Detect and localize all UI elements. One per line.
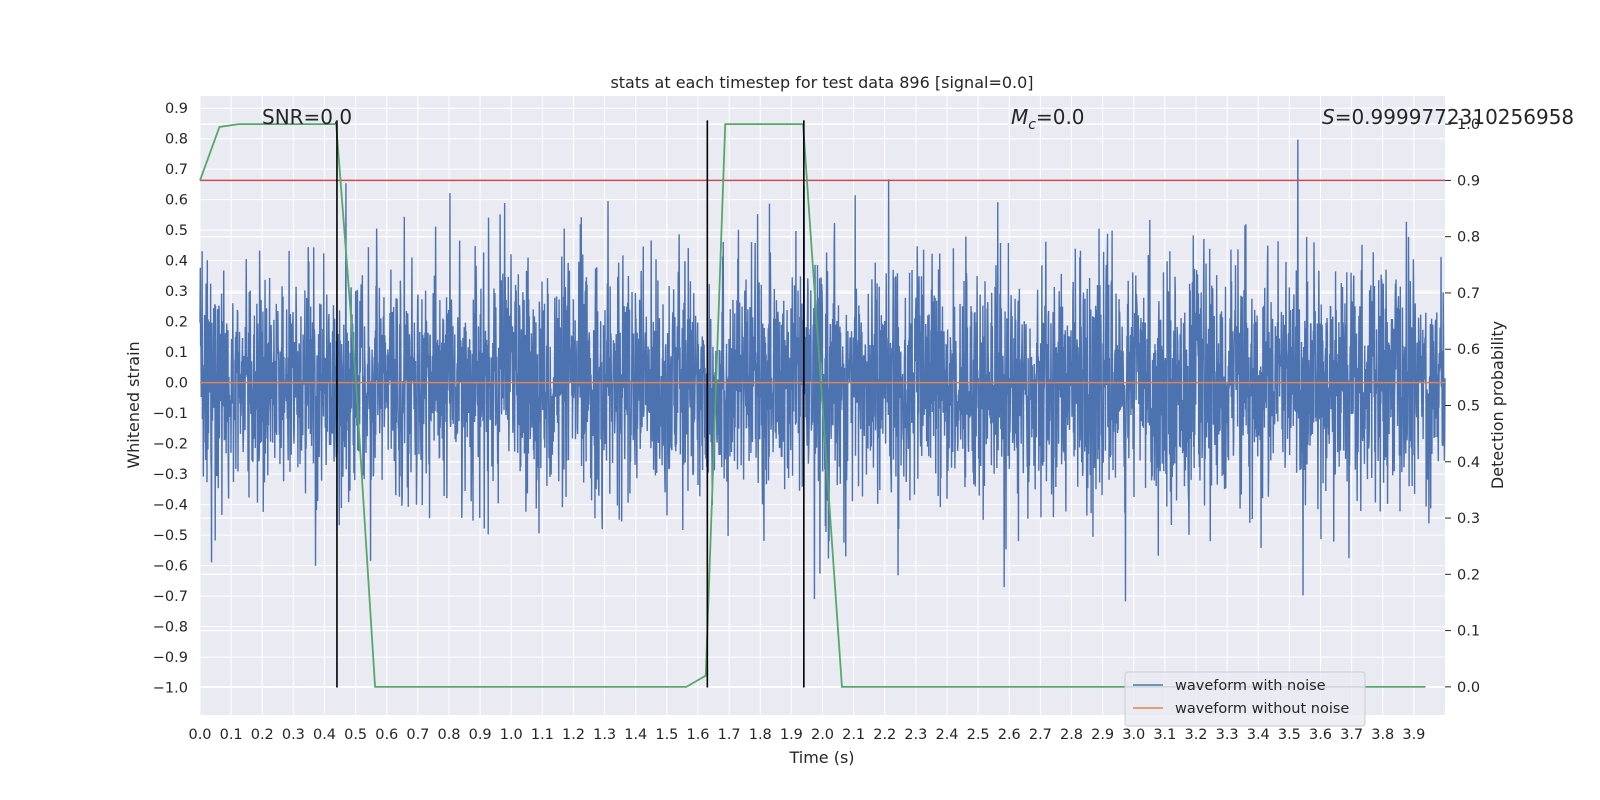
y-tick-label: 0.4 [165,254,188,270]
right-y-axis-label: Detection probability [1488,321,1507,489]
y-tick-label: −0.7 [153,589,188,605]
x-tick-label: 0.2 [251,727,274,743]
x-tick-label: 2.6 [998,727,1021,743]
right-y-tick-label: 0.4 [1457,455,1480,471]
right-y-tick-label: 0.2 [1457,567,1480,583]
y-tick-label: −0.2 [153,437,188,453]
x-tick-label: 3.2 [1184,727,1207,743]
x-tick-label: 0.7 [406,727,429,743]
y-tick-label: 0.3 [165,284,188,300]
x-tick-label: 2.5 [967,727,990,743]
x-tick-label: 3.8 [1371,727,1394,743]
chirp-mass-value: =0.0 [1036,105,1085,129]
vertical-markers [336,120,805,688]
y-tick-label: 0.7 [165,162,188,178]
x-tick-label: 0.5 [344,727,367,743]
x-tick-label: 1.5 [655,727,678,743]
x-tick-label: 0.3 [282,727,305,743]
x-tick-label: 1.4 [624,727,647,743]
x-tick-label: 1.9 [780,727,803,743]
score-value: =0.9999772310256958 [1335,105,1574,129]
x-tick-label: 1.7 [718,727,741,743]
x-tick-label: 2.2 [873,727,896,743]
y-tick-label: −0.3 [153,467,188,483]
x-tick-label: 0.4 [313,727,336,743]
y-tick-label: 0.5 [165,223,188,239]
waveform-with-noise-series [199,139,1446,602]
x-tick-label: 3.4 [1247,727,1270,743]
right-y-tick-label: 0.1 [1457,624,1480,640]
x-tick-label: 3.6 [1309,727,1332,743]
right-y-tick-label: 1.0 [1457,117,1480,133]
right-y-tick-label: 0.3 [1457,511,1480,527]
chirp-mass-annotation: Mc=0.0 [1011,105,1085,133]
y-tick-label: −0.6 [153,559,188,575]
x-tick-label: 0.9 [469,727,492,743]
chirp-mass-symbol: M [1011,105,1028,129]
y-tick-label: 0.1 [165,345,188,361]
x-tick-label: 2.9 [1091,727,1114,743]
x-tick-label: 3.9 [1402,727,1425,743]
y-axis-ticks: 0.9 0.8 0.7 0.6 0.5 0.4 0.3 0.2 0.1 0.0 −0.1 −0.2 −0… [153,101,188,696]
right-y-tick-label: 0.6 [1457,342,1480,358]
y-axis-label: Whitened strain [124,341,143,468]
right-y-tick-label: 0.5 [1457,399,1480,415]
score-symbol: S [1322,105,1335,129]
x-tick-label: 1.0 [500,727,523,743]
y-tick-label: 0.8 [165,132,188,148]
right-y-tick-label: 0.9 [1457,173,1480,189]
x-tick-label: 0.6 [375,727,398,743]
x-tick-label: 3.3 [1216,727,1239,743]
y-tick-label: 0.0 [165,376,188,392]
x-tick-label: 0.0 [188,727,211,743]
y-tick-label: −0.1 [153,406,188,422]
x-tick-label: 1.8 [749,727,772,743]
x-tick-label: 2.1 [842,727,865,743]
y-tick-label: 0.6 [165,193,188,209]
right-y-tick-label: 0.0 [1457,680,1480,696]
x-tick-label: 3.7 [1340,727,1363,743]
x-tick-label: 0.1 [220,727,243,743]
x-tick-label: 2.7 [1029,727,1052,743]
y-tick-label: −0.4 [153,498,188,514]
x-tick-label: 1.3 [593,727,616,743]
right-y-tick-label: 0.7 [1457,286,1480,302]
right-y-tick-label: 0.8 [1457,230,1480,246]
x-tick-label: 1.6 [686,727,709,743]
x-tick-label: 0.8 [437,727,460,743]
legend-frame [1124,671,1366,727]
chirp-mass-subscript: c [1028,117,1036,133]
score-annotation: S=0.9999772310256958 [1322,105,1574,129]
y-tick-label: −0.8 [153,620,188,636]
x-axis-ticks: 0.0 0.1 0.2 0.3 0.4 0.5 0.6 0.7 0.8 0.9 1.0 1.1 1.2 1… [188,727,1425,743]
y-tick-label: −0.5 [153,528,188,544]
y-tick-label: 0.9 [165,101,188,117]
x-tick-label: 2.0 [811,727,834,743]
x-tick-label: 2.4 [935,727,958,743]
legend-label-waveform-with-noise: waveform with noise [1175,678,1326,694]
x-tick-label: 1.2 [562,727,585,743]
y-tick-label: −0.9 [153,650,188,666]
x-tick-label: 2.8 [1060,727,1083,743]
waveform-with-noise-line [199,139,1446,602]
right-y-axis-ticks: 1.0 0.9 0.8 0.7 0.6 0.5 0.4 0.3 0.2 0.1 0.0 [1445,117,1480,696]
y-tick-label: −1.0 [153,681,188,697]
chart-title: stats at each timestep for test data 896… [610,73,1033,92]
legend: waveform with noise waveform without noi… [1124,671,1366,727]
x-tick-label: 3.0 [1122,727,1145,743]
snr-annotation: SNR=0.0 [262,105,352,129]
y-tick-label: 0.2 [165,315,188,331]
x-axis-label: Time (s) [788,748,854,767]
x-tick-label: 1.1 [531,727,554,743]
legend-label-waveform-without-noise: waveform without noise [1175,701,1349,717]
x-tick-label: 3.5 [1278,727,1301,743]
x-tick-label: 2.3 [904,727,927,743]
x-tick-label: 3.1 [1153,727,1176,743]
